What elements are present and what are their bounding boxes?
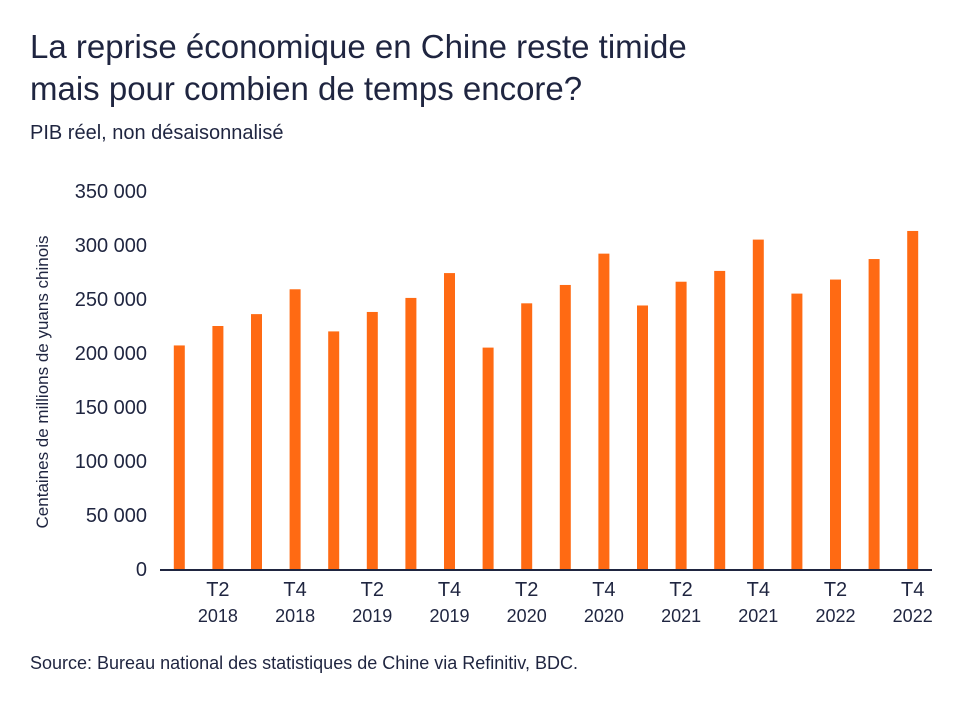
chart-title-line-2: mais pour combien de temps encore? — [30, 70, 583, 107]
x-tick-label-year: 2020 — [584, 606, 624, 626]
bar — [444, 273, 455, 569]
bar — [366, 311, 378, 569]
bar — [289, 289, 301, 569]
x-tick-label-year: 2022 — [815, 606, 855, 626]
source-note: Source: Bureau national des statistiques… — [30, 653, 578, 673]
bar — [521, 303, 533, 569]
bar — [482, 347, 494, 569]
y-tick-label: 0 — [136, 559, 147, 581]
bar — [675, 281, 687, 569]
x-tick-label-year: 2018 — [198, 606, 238, 626]
y-axis: 0 50 000 100 000 150 000 200 000 250 000 300 0… — [75, 181, 147, 581]
x-axis: T2 2018 T4 2018 T2 2019 T4 2019 T2 2020 T4 2020 T2 20… — [198, 579, 933, 626]
x-tick-label-quarter: T4 — [283, 579, 306, 601]
x-tick-label-quarter: T4 — [592, 579, 615, 601]
bar — [714, 270, 726, 569]
bar — [907, 230, 919, 569]
y-tick-label: 50 000 — [86, 505, 147, 527]
y-axis-label: Centaines de millions de yuans chinois — [33, 236, 52, 529]
bar — [868, 259, 880, 569]
x-tick-label-quarter: T2 — [515, 579, 538, 601]
x-tick-label-year: 2018 — [275, 606, 315, 626]
bar — [212, 326, 224, 569]
y-tick-label: 100 000 — [75, 451, 147, 473]
x-tick-label-year: 2019 — [352, 606, 392, 626]
x-tick-label-quarter: T2 — [669, 579, 692, 601]
bar — [637, 305, 648, 569]
x-tick-label-quarter: T4 — [438, 579, 461, 601]
x-tick-label-quarter: T2 — [206, 579, 229, 601]
y-tick-label: 350 000 — [75, 181, 147, 203]
y-tick-label: 250 000 — [75, 289, 147, 311]
bar — [251, 314, 262, 569]
x-tick-label-year: 2021 — [661, 606, 701, 626]
chart-subtitle: PIB réel, non désaisonnalisé — [30, 122, 284, 144]
x-tick-label-quarter: T2 — [824, 579, 847, 601]
x-tick-label-year: 2019 — [429, 606, 469, 626]
x-tick-label-quarter: T4 — [747, 579, 770, 601]
x-tick-label-year: 2022 — [893, 606, 933, 626]
bar — [830, 279, 841, 569]
x-tick-label-quarter: T2 — [361, 579, 384, 601]
bar — [173, 345, 185, 569]
y-tick-label: 150 000 — [75, 397, 147, 419]
bar — [752, 239, 764, 569]
bar — [598, 253, 610, 569]
x-tick-label-quarter: T4 — [901, 579, 924, 601]
y-tick-label: 200 000 — [75, 343, 147, 365]
bar — [328, 331, 340, 569]
x-tick-label-year: 2020 — [507, 606, 547, 626]
bar — [791, 293, 803, 569]
x-tick-label-year: 2021 — [738, 606, 778, 626]
bar — [559, 284, 571, 569]
chart-title-line-1: La reprise économique en Chine reste tim… — [30, 28, 687, 65]
bar — [405, 297, 417, 569]
chart-title: La reprise économique en Chine reste tim… — [30, 26, 930, 110]
bars — [173, 230, 919, 569]
y-tick-label: 300 000 — [75, 235, 147, 257]
